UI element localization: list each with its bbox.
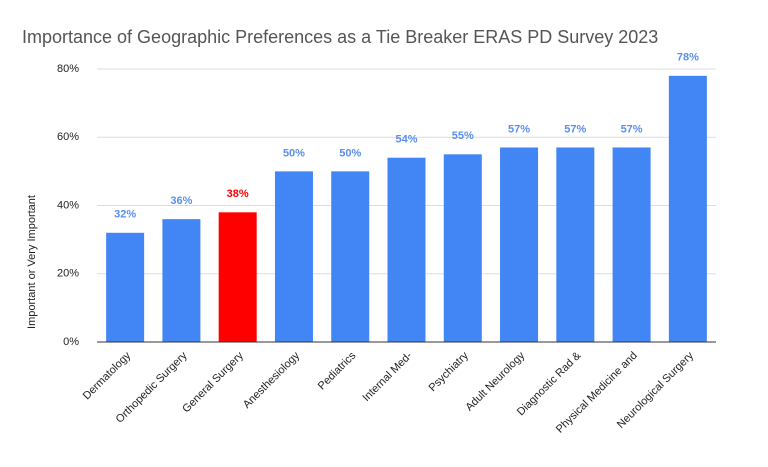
bar [443, 154, 482, 342]
bar [500, 147, 539, 342]
bar [612, 147, 651, 342]
x-tick-label: Anesthesiology [241, 349, 303, 411]
x-tick-label: Adult Neurology [463, 349, 527, 413]
bar [106, 232, 145, 342]
value-label: 55% [452, 130, 474, 142]
value-label: 50% [339, 147, 361, 159]
bar [668, 75, 707, 342]
chart-title: Importance of Geographic Preferences as … [22, 27, 658, 47]
bar [387, 157, 426, 342]
x-tick-label: General Surgery [180, 349, 246, 415]
bar [556, 147, 595, 342]
value-label: 32% [114, 209, 136, 221]
value-label: 36% [170, 195, 192, 207]
y-tick-label: 60% [57, 131, 79, 143]
y-tick-label: 20% [57, 268, 79, 280]
x-tick-label: Internal Med- [360, 349, 415, 404]
value-label: 57% [621, 123, 643, 135]
value-label: 78% [677, 52, 699, 64]
y-tick-label: 40% [57, 199, 79, 211]
y-tick-label: 0% [63, 336, 79, 348]
bar [331, 171, 370, 342]
value-label: 57% [564, 123, 586, 135]
value-label: 38% [227, 188, 249, 200]
value-label: 50% [283, 147, 305, 159]
value-label: 54% [395, 134, 417, 146]
value-label: 57% [508, 123, 530, 135]
x-tick-label: Pediatrics [316, 349, 359, 392]
bar [274, 171, 313, 342]
x-tick-label: Psychiatry [427, 349, 472, 394]
y-tick-label: 80% [57, 63, 79, 75]
y-axis-label: Important or Very Important [26, 195, 38, 329]
bar [218, 212, 257, 342]
bar [162, 219, 201, 342]
x-tick-label: Dermatology [81, 349, 134, 402]
